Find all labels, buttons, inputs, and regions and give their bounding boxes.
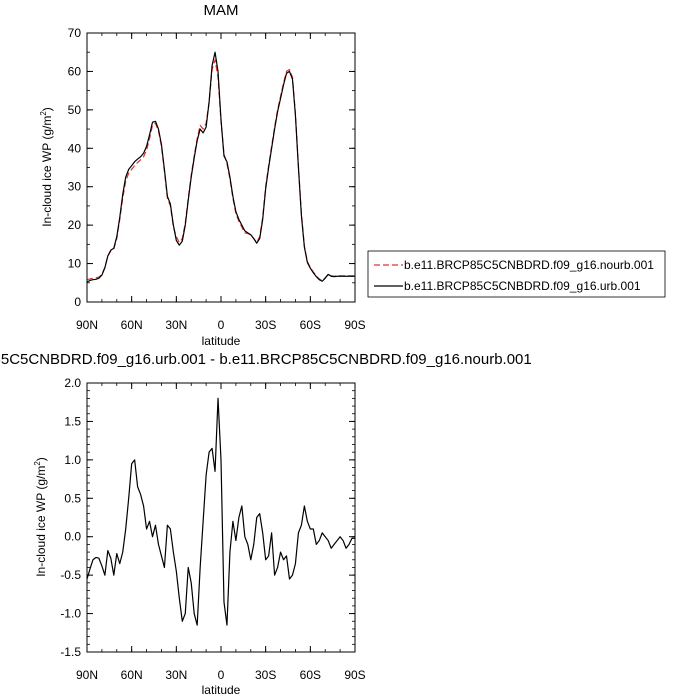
top-x-tick-label: 90N (76, 318, 98, 332)
top-x-tick-label: 30S (255, 318, 276, 332)
top-y-axis-title-base: In-cloud ice WP (g/m (40, 116, 54, 227)
bottom-y-axis-title-base: In-cloud ice WP (g/m (34, 466, 48, 577)
bottom-x-tick-label: 30N (165, 668, 187, 682)
bottom-x-tick-label: 60N (121, 668, 143, 682)
bottom-plot-frame (86, 382, 356, 653)
bottom-y-axis-title-end: ) (34, 457, 48, 461)
top-y-tick-label: 30 (68, 180, 82, 194)
top-axis-ticks (86, 32, 356, 303)
top-y-tick-label: 70 (68, 26, 82, 40)
bottom-y-tick-label: -1.0 (60, 607, 81, 621)
bottom-y-tick-label: 1.0 (64, 453, 81, 467)
top-y-tick-label: 60 (68, 64, 82, 78)
top-y-axis-title: In-cloud ice WP (g/m2) (39, 107, 54, 227)
bottom-axis-tick-labels: -1.5 -1.0 -0.5 0.0 0.5 1.0 1.5 2.0 90N 60N 30N 0 30S… (60, 376, 365, 682)
top-y-tick-label: 10 (68, 257, 82, 271)
top-axis-tick-labels: 0 10 20 30 40 50 60 70 90N 60N 30N 0 30S 60S 90S (68, 26, 366, 332)
bottom-panel: b.e11.BRCP85C5CNBDRD.f09_g16.urb.001 - b… (0, 351, 532, 697)
top-plot-frame (86, 32, 356, 303)
top-x-tick-label: 30N (165, 318, 187, 332)
bottom-x-tick-label: 30S (255, 668, 276, 682)
top-x-axis-title: latitude (202, 334, 241, 348)
top-x-tick-label: 60S (300, 318, 321, 332)
legend-box (367, 250, 666, 298)
top-x-tick-label: 0 (218, 318, 225, 332)
legend: b.e11.BRCP85C5CNBDRD.f09_g16.nourb.001 b… (367, 250, 666, 298)
top-plot-title: MAM (204, 2, 239, 19)
bottom-y-tick-label: -0.5 (60, 568, 81, 582)
bottom-y-tick-label: 0.5 (64, 491, 81, 505)
bottom-y-tick-label: 0.0 (64, 530, 81, 544)
bottom-x-tick-label: 0 (218, 668, 225, 682)
top-panel: MAM In-cloud ice WP (g/m2) latitude 0 10 2… (39, 2, 666, 348)
bottom-y-tick-label: -1.5 (60, 645, 81, 659)
legend-label-urb: b.e11.BRCP85C5CNBDRD.f09_g16.urb.001 (404, 279, 641, 293)
bottom-x-tick-label: 90N (76, 668, 98, 682)
bottom-x-tick-label: 90S (344, 668, 365, 682)
bottom-plot-title: b.e11.BRCP85C5CNBDRD.f09_g16.urb.001 - b… (0, 351, 532, 368)
bottom-y-axis-title: In-cloud ice WP (g/m2) (33, 457, 48, 577)
bottom-x-tick-label: 60S (300, 668, 321, 682)
top-y-tick-label: 50 (68, 103, 82, 117)
legend-label-nourb: b.e11.BRCP85C5CNBDRD.f09_g16.nourb.001 (404, 258, 654, 272)
bottom-series-line-0 (86, 397, 355, 626)
bottom-y-tick-label: 2.0 (64, 376, 81, 390)
top-series-line-1 (86, 51, 355, 283)
bottom-x-axis-title: latitude (202, 683, 241, 697)
top-series-lines (86, 51, 355, 283)
top-x-tick-label: 60N (121, 318, 143, 332)
top-y-axis-title-superscript: 2 (39, 111, 48, 116)
bottom-y-tick-label: 1.5 (64, 414, 81, 428)
bottom-series-lines (86, 397, 355, 626)
top-y-tick-label: 20 (68, 218, 82, 232)
top-x-tick-label: 90S (344, 318, 365, 332)
top-y-axis-title-end: ) (40, 107, 54, 111)
bottom-y-axis-title-superscript: 2 (33, 461, 42, 466)
top-y-tick-label: 0 (74, 295, 81, 309)
top-series-line-0 (86, 59, 355, 282)
top-y-tick-label: 40 (68, 141, 82, 155)
